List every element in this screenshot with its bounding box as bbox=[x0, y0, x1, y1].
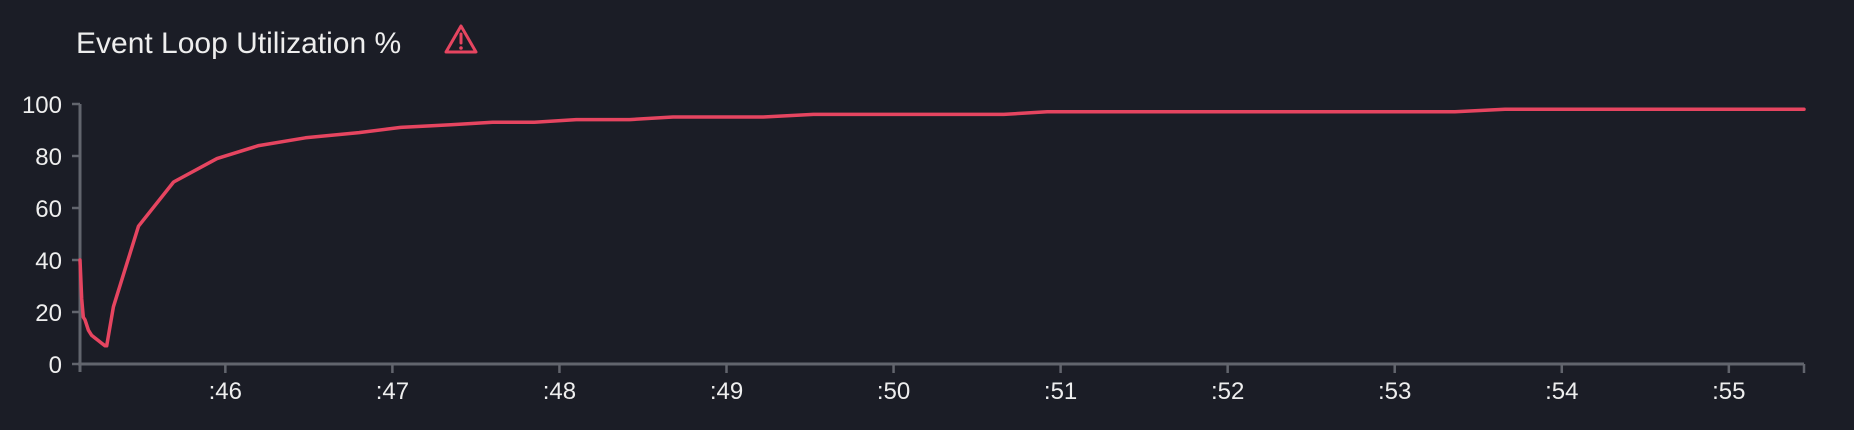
x-tick-label: :46 bbox=[209, 378, 242, 405]
warning-triangle-icon[interactable] bbox=[444, 24, 478, 54]
y-axis-ticks: 0 20 40 60 80 100 bbox=[22, 92, 80, 379]
series-line bbox=[78, 107, 1806, 348]
series-layer bbox=[78, 107, 1806, 348]
y-tick-label: 100 bbox=[22, 92, 62, 119]
y-tick-label: 0 bbox=[49, 352, 62, 379]
y-tick-label: 20 bbox=[35, 300, 62, 327]
x-tick-label: :52 bbox=[1211, 378, 1244, 405]
x-tick-label: :47 bbox=[376, 378, 409, 405]
x-tick-label: :49 bbox=[710, 378, 743, 405]
y-tick-label: 40 bbox=[35, 248, 62, 275]
x-axis-ticks: :46 :47 :48 :49 :50 :51 :52 :53 :54 :55 bbox=[209, 364, 1806, 405]
chart-title: Event Loop Utilization % bbox=[76, 27, 401, 60]
y-tick-label: 60 bbox=[35, 196, 62, 223]
x-tick-label: :53 bbox=[1378, 378, 1411, 405]
x-tick-label: :50 bbox=[877, 378, 910, 405]
chart-axes bbox=[78, 104, 1804, 372]
x-tick-label: :51 bbox=[1044, 378, 1077, 405]
x-tick-label: :55 bbox=[1712, 378, 1745, 405]
y-tick-label: 80 bbox=[35, 144, 62, 171]
x-tick-label: :48 bbox=[543, 378, 576, 405]
warning-triangle-outline bbox=[444, 24, 478, 54]
x-tick-label: :54 bbox=[1545, 378, 1578, 405]
warning-exclamation-dot bbox=[459, 46, 463, 50]
